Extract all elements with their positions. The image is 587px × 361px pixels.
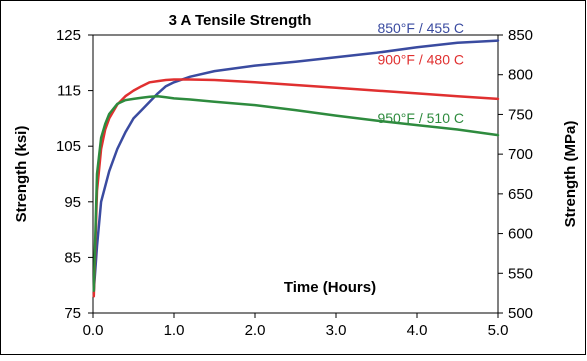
series-label-0: 850°F / 455 C <box>377 20 464 36</box>
series-line-0 <box>92 39 500 293</box>
y-tick-label-5: 125 <box>56 27 81 44</box>
chart-title: 3 A Tensile Strength <box>169 12 312 29</box>
series-labels: 850°F / 455 C 900°F / 480 C 950°F / 510 C <box>377 20 464 126</box>
axes-layer: 0.0 1.0 2.0 3.0 4.0 5.0 75 85 95 105 115 125 500 550 6… <box>56 27 533 339</box>
y-tick-label-2: 95 <box>64 194 81 211</box>
x-tick-label-4: 4.0 <box>407 322 428 339</box>
series-line-2 <box>92 94 500 293</box>
y2-tick-label-0: 500 <box>508 305 533 322</box>
y2-tick-label-5: 750 <box>508 106 533 123</box>
series-label-1: 900°F / 480 C <box>377 52 464 68</box>
y-tick-label-3: 105 <box>56 138 81 155</box>
y-tick-label-0: 75 <box>64 305 81 322</box>
y2-tick-label-1: 550 <box>508 265 533 282</box>
series-label-2: 950°F / 510 C <box>377 110 464 126</box>
y2-tick-label-4: 700 <box>508 146 533 163</box>
y-tick-label-4: 115 <box>57 83 81 100</box>
y-tick-label-1: 85 <box>64 249 81 266</box>
series-layer <box>92 39 500 298</box>
y2-axis-label: Strength (MPa) <box>562 121 579 228</box>
x-tick-label-2: 2.0 <box>245 322 266 339</box>
x-tick-label-3: 3.0 <box>326 322 347 339</box>
x-tick-label-0: 0.0 <box>83 322 104 339</box>
y2-tick-label-6: 800 <box>508 67 533 84</box>
y-axis-label: Strength (ksi) <box>13 126 30 223</box>
plot-area <box>92 34 499 314</box>
x-tick-label-5: 5.0 <box>488 322 509 339</box>
x-tick-label-1: 1.0 <box>164 322 185 339</box>
y2-tick-label-7: 850 <box>508 27 533 44</box>
y2-tick-label-3: 650 <box>508 186 533 203</box>
series-line-1 <box>92 78 500 298</box>
y2-tick-label-2: 600 <box>508 226 533 243</box>
x-axis-label: Time (Hours) <box>284 279 376 296</box>
